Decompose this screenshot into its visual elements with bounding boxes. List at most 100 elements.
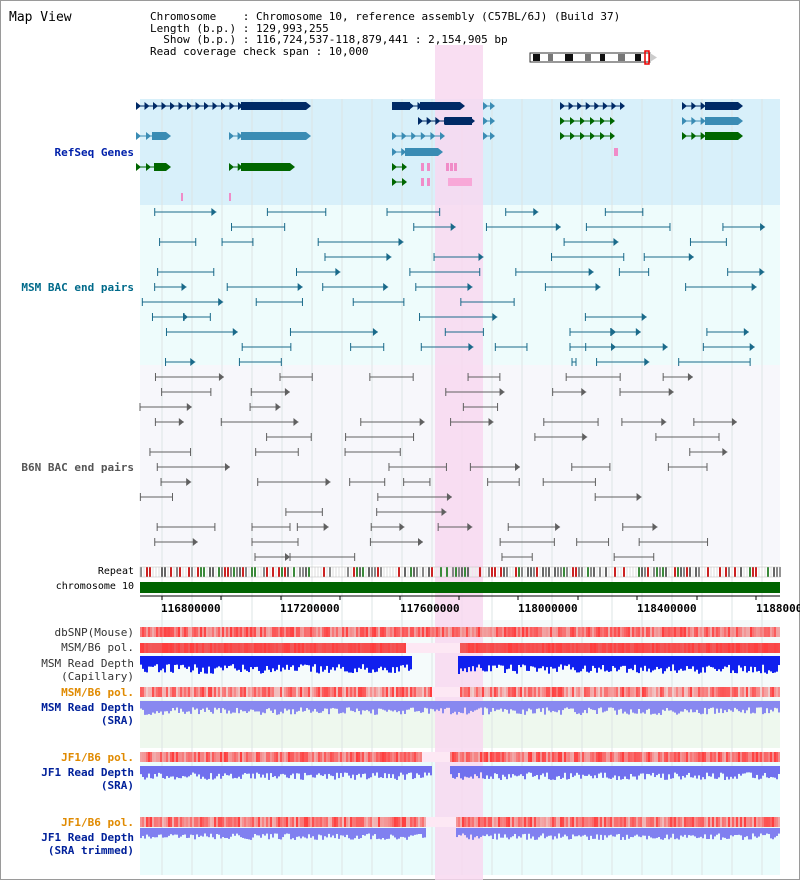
heat-cell [632,627,634,637]
track-label-dbsnp[interactable]: dbSNP(Mouse) [54,626,134,639]
heat-cell [580,627,582,637]
depth-bar [390,766,392,778]
depth-bar [518,701,520,714]
heat-cell [388,687,390,697]
heat-cell [776,643,778,653]
depth-bar [164,766,166,779]
depth-bar [338,828,340,839]
depth-bar [284,701,286,709]
heat-cell [352,752,354,762]
depth-bar [692,656,694,667]
track-label-jf1-depth-trim[interactable]: JF1 Read Depth (SRA trimmed) [41,831,134,857]
track-label-b6n-bac[interactable]: B6N BAC end pairs [21,461,134,474]
heat-cell [324,687,326,697]
heat-cell [224,643,226,653]
depth-bar [762,766,764,776]
depth-bar [188,766,190,777]
depth-bar [456,701,458,715]
depth-bar [508,766,510,775]
heat-cell [246,817,248,827]
depth-bar [174,766,176,780]
heat-cell [754,817,756,827]
heat-cell [502,687,504,697]
depth-bar [310,656,312,672]
heat-cell [216,687,218,697]
depth-bar [344,828,346,838]
heat-cell [248,627,250,637]
track-label-msm-depth-sra[interactable]: MSM Read Depth (SRA) [41,701,134,727]
heat-cell [612,817,614,827]
depth-bar [572,656,574,668]
depth-bar [290,656,292,667]
depth-bar [600,656,602,670]
heat-cell [610,817,612,827]
depth-bar [676,656,678,673]
gene-exon [590,132,595,140]
heat-cell [172,817,174,827]
depth-bar [712,656,714,668]
depth-bar [336,766,338,773]
depth-bar [652,828,654,839]
depth-bar [216,701,218,710]
depth-bar [456,766,458,778]
depth-bar [354,828,356,839]
heat-cell [418,627,420,637]
heat-cell [500,687,502,697]
heat-cell [608,817,610,827]
heat-cell [402,627,404,637]
track-label-msm-bac[interactable]: MSM BAC end pairs [21,281,134,294]
heat-cell [364,643,366,653]
heat-cell [356,687,358,697]
heat-cell [670,752,672,762]
heat-cell [206,817,208,827]
repeat-mark [239,567,241,577]
heat-cell [556,752,558,762]
heat-cell [406,752,408,762]
heat-cell [388,817,390,827]
depth-bar [546,656,548,668]
depth-bar [646,766,648,774]
depth-bar [226,656,228,669]
track-label-refseq[interactable]: RefSeq Genes [54,146,134,159]
depth-bar [204,766,206,779]
heat-cell [502,627,504,637]
depth-bar [744,701,746,714]
depth-bar [242,828,244,838]
track-label-jf1-pol[interactable]: JF1/B6 pol. [61,751,134,764]
heat-cell [404,817,406,827]
heat-cell [330,687,332,697]
track-label-jf1-depth-sra[interactable]: JF1 Read Depth (SRA) [41,766,134,792]
heat-cell [466,643,468,653]
depth-bar [638,766,640,776]
heat-cell [770,627,772,637]
heat-cell [218,752,220,762]
heat-cell [648,627,650,637]
heat-cell [686,687,688,697]
track-label-msm-depth-cap[interactable]: MSM Read Depth (Capillary) [41,657,134,683]
depth-bar [776,656,778,672]
heat-cell [676,627,678,637]
heat-cell [350,817,352,827]
heat-cell [310,752,312,762]
depth-bar [548,656,550,674]
heat-cell [174,643,176,653]
heat-cell [646,687,648,697]
depth-bar [338,766,340,779]
heat-cell [666,627,668,637]
heat-cell [162,627,164,637]
gene-pink [454,163,457,171]
depth-bar [718,828,720,834]
repeat-mark [479,567,481,577]
depth-bar [758,766,760,780]
heat-cell [714,627,716,637]
depth-bar [522,701,524,710]
depth-bar [146,701,148,715]
heat-cell [152,817,154,827]
heat-cell [404,687,406,697]
heat-cell [748,752,750,762]
track-label-jf1-pol2[interactable]: JF1/B6 pol. [61,816,134,829]
depth-bar [214,701,216,708]
track-label-msm-pol[interactable]: MSM/B6 pol. [61,641,134,654]
track-label-msm-pol2[interactable]: MSM/B6 pol. [61,686,134,699]
depth-bar [712,766,714,774]
